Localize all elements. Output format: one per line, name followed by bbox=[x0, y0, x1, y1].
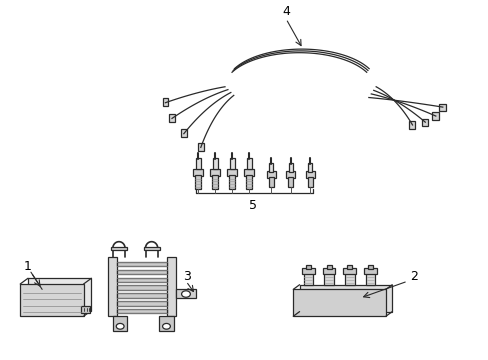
Bar bbox=[324, 271, 333, 285]
Bar bbox=[193, 168, 203, 176]
Text: 4: 4 bbox=[282, 5, 289, 18]
Bar bbox=[113, 316, 127, 330]
Circle shape bbox=[181, 291, 190, 297]
Bar bbox=[269, 163, 273, 172]
Text: 1: 1 bbox=[24, 260, 32, 273]
Text: 5: 5 bbox=[249, 199, 257, 212]
Bar bbox=[246, 158, 251, 169]
Bar bbox=[326, 265, 331, 269]
Bar bbox=[367, 265, 372, 269]
Bar bbox=[421, 118, 427, 126]
Bar bbox=[210, 168, 220, 176]
Bar bbox=[159, 316, 173, 330]
Bar bbox=[169, 114, 175, 122]
Bar bbox=[365, 271, 375, 285]
Bar bbox=[117, 293, 167, 298]
Bar bbox=[322, 268, 335, 274]
Bar bbox=[181, 129, 186, 137]
Circle shape bbox=[162, 323, 170, 329]
Bar bbox=[143, 247, 159, 250]
Bar bbox=[346, 265, 351, 269]
Bar bbox=[162, 98, 168, 106]
Bar bbox=[408, 121, 415, 129]
Bar bbox=[244, 168, 254, 176]
Bar bbox=[431, 112, 438, 120]
Bar bbox=[303, 271, 313, 285]
Bar bbox=[266, 171, 275, 178]
Bar bbox=[117, 278, 167, 282]
Bar bbox=[268, 177, 273, 187]
Bar bbox=[307, 177, 312, 187]
Bar bbox=[176, 289, 195, 298]
Bar bbox=[229, 175, 235, 189]
Bar bbox=[308, 163, 312, 172]
Bar bbox=[195, 158, 200, 169]
Bar bbox=[288, 163, 292, 172]
Bar bbox=[227, 168, 237, 176]
Bar bbox=[439, 104, 445, 111]
Circle shape bbox=[116, 323, 124, 329]
Bar bbox=[299, 285, 391, 312]
Bar bbox=[108, 257, 117, 316]
Bar bbox=[286, 171, 295, 178]
Text: 3: 3 bbox=[183, 270, 191, 283]
Bar bbox=[117, 285, 167, 290]
Bar bbox=[111, 247, 127, 250]
Bar bbox=[305, 171, 314, 178]
Text: 2: 2 bbox=[409, 270, 417, 283]
Bar bbox=[288, 177, 293, 187]
Bar bbox=[28, 278, 91, 311]
Bar bbox=[20, 284, 83, 316]
Bar bbox=[229, 158, 234, 169]
Bar bbox=[302, 268, 314, 274]
Bar bbox=[117, 262, 167, 266]
Bar bbox=[81, 306, 90, 314]
Bar bbox=[167, 257, 176, 316]
Bar bbox=[305, 265, 310, 269]
Bar bbox=[246, 175, 252, 189]
Bar bbox=[364, 268, 376, 274]
Bar bbox=[117, 309, 167, 314]
Bar bbox=[212, 158, 217, 169]
Bar bbox=[344, 271, 354, 285]
Bar bbox=[212, 175, 218, 189]
Bar bbox=[117, 270, 167, 274]
Bar bbox=[117, 301, 167, 306]
Bar bbox=[195, 175, 201, 189]
Bar bbox=[343, 268, 355, 274]
Bar bbox=[293, 289, 385, 316]
Bar bbox=[198, 143, 203, 151]
